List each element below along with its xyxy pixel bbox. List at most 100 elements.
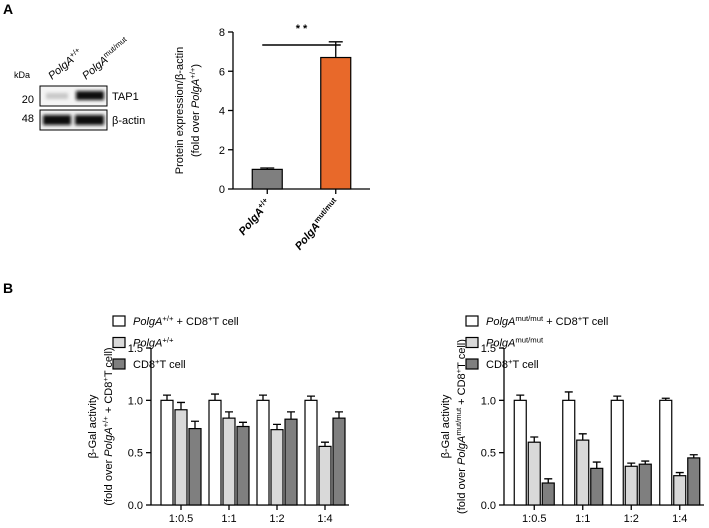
bar [610,399,624,506]
y-tick-label: 1.0 [481,395,496,407]
text-part: PolgA [456,436,468,465]
y-axis-label: β-Gal activity [440,394,452,458]
panel-label: B [3,280,13,296]
bar [659,399,673,506]
x-tick-label: 1:0.5 [522,513,546,525]
error-bar [516,394,525,401]
bar [174,409,188,506]
text-part: + [508,357,513,366]
text-part: T cell [213,316,239,328]
x-tick-label: 1:1 [221,513,236,525]
error-bar [641,460,650,465]
bar [160,399,174,506]
significance: * * [296,23,308,35]
error-bar [239,421,247,427]
text-part: + CD8 [103,382,115,417]
text-part: T cell [160,359,186,371]
text-part: + [101,377,110,382]
text-part: + CD8 [456,373,468,408]
y-tick-label: 1.5 [481,343,496,355]
text-part: mut/mut [515,335,544,344]
text-part: mut/mut [515,314,544,323]
x-tick-label: 1:4 [317,513,332,525]
y-tick-label: 0.5 [481,448,496,460]
text-part: PolgA [133,316,162,328]
error-bar [675,471,684,476]
x-tick-label: PolgA+/+ [235,195,274,238]
marker-label: 20 [22,94,34,106]
bar [236,425,250,506]
text-part: β-Gal activity [87,394,99,458]
kda-label: kDa [14,70,30,80]
y-tick-label: 8 [219,27,225,39]
text-part: PolgA [237,206,267,238]
text-part: PolgA [190,79,202,108]
legend-swatch [465,315,479,327]
text-part: T cell) [456,339,468,369]
text-part: + [578,314,583,323]
y-axis-label: Protein expression/β-actin [174,47,186,174]
y-tick-label: 1.0 [128,395,143,407]
text-part: ) [190,64,202,68]
bar [251,168,283,190]
text-part: PolgA [103,427,115,456]
y-axis-label: β-Gal activity [87,394,99,458]
error-bar [328,41,343,58]
x-tick-label: 1:0.5 [169,513,193,525]
text-part: (fold over [103,457,115,506]
band-label: TAP1 [112,91,139,103]
legend-swatch [112,315,126,327]
y-tick-label: 1.5 [128,343,143,355]
bar [624,465,638,506]
text-part: +/+ [101,416,110,428]
y-tick-label: 0 [219,184,225,196]
text-part: T cell) [103,347,115,377]
blot [39,85,108,131]
legend-label: PolgA+/+ [133,335,174,350]
legend-label: CD8+T cell [133,357,186,372]
x-tick-label: 1:2 [269,513,284,525]
marker-label: 48 [22,113,34,125]
error-bar [307,395,315,401]
error-bar [163,394,171,401]
error-bar [287,411,295,420]
error-bar [592,461,601,469]
text-part: +/+ [162,314,174,323]
bar [673,475,687,506]
error-bar [191,420,199,429]
y-tick-label: 4 [219,106,225,118]
y-tick-label: 0.0 [128,500,143,512]
y-tick-label: 0.5 [128,448,143,460]
text-part: PolgA [486,316,515,328]
bar [513,399,527,506]
bar [222,417,236,506]
text-part: mut/mut [101,34,129,59]
error-bar [627,462,636,467]
text-part: CD8 [486,359,508,371]
bar [318,445,332,506]
text-part: + [454,368,463,373]
y-tick-label: 0.0 [481,500,496,512]
error-bar [544,478,553,484]
bar [304,399,318,506]
band-label: β-actin [112,115,145,127]
y-axis-label: (fold over PolgA+/+) [188,64,203,157]
error-bar [321,441,329,447]
text-part: PolgA [486,338,515,350]
y-axis-label: (fold over PolgAmut/mut + CD8+T cell) [454,339,469,514]
bar [332,417,346,506]
legend-label: PolgAmut/mut + CD8+T cell [486,314,608,329]
text-part: PolgA [293,220,323,252]
x-tick-label: 1:2 [624,513,639,525]
error-bar [273,423,281,430]
legend-swatch [465,358,479,370]
error-bar [689,454,698,458]
error-bar [211,393,219,401]
bar [320,56,352,190]
bar [562,399,576,506]
x-tick-label: 1:1 [575,513,590,525]
x-tick-label: PolgAmut/mut [291,195,342,252]
error-bar [661,397,670,401]
text-part: Protein expression/β-actin [174,47,186,174]
